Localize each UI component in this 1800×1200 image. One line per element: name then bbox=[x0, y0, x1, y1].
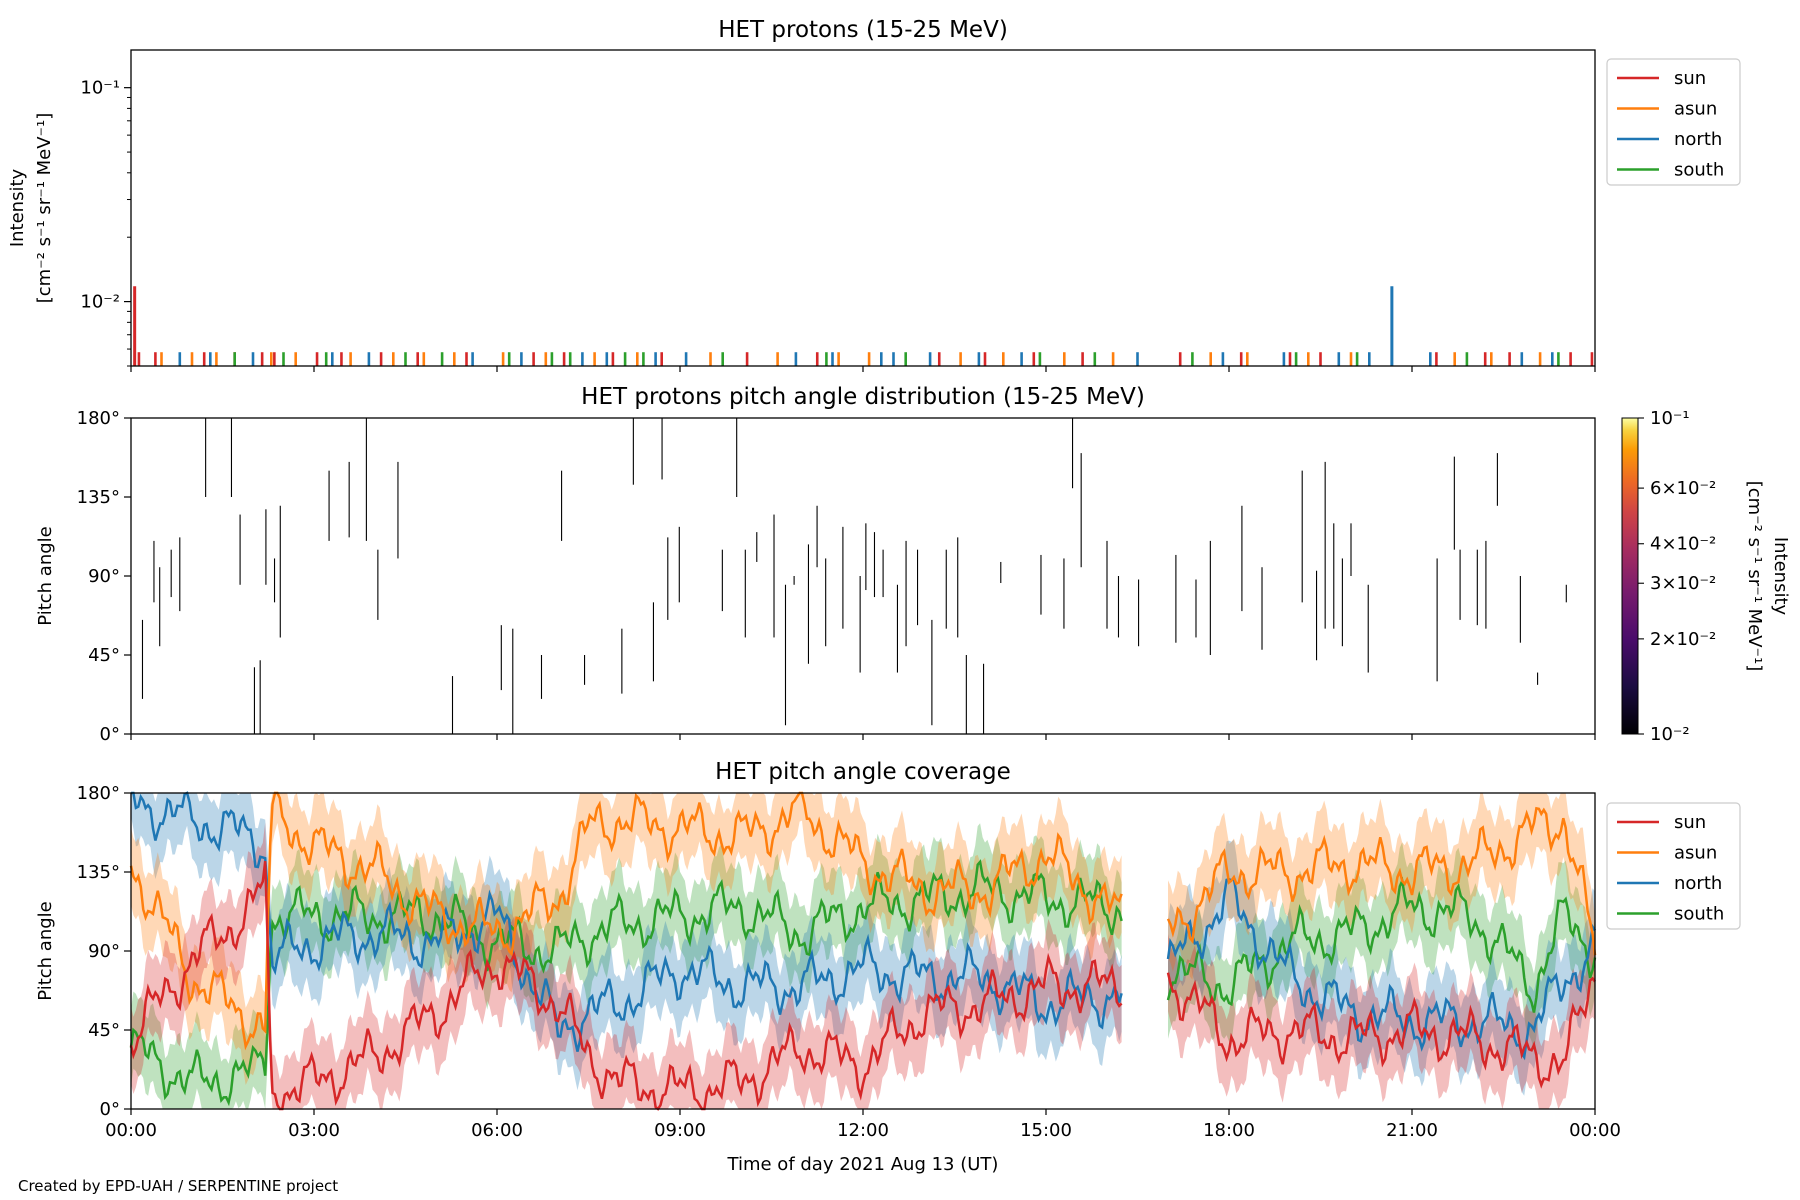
legend-label-asun: asun bbox=[1674, 843, 1717, 864]
y-tick-label: 135° bbox=[77, 862, 120, 883]
panel2-frame bbox=[130, 417, 1596, 735]
coverage-band-sun bbox=[1168, 934, 1595, 1109]
coverage-band-north bbox=[131, 793, 1122, 1091]
coverage-line-north bbox=[131, 791, 1123, 1052]
legend-label-asun: asun bbox=[1674, 99, 1717, 120]
x-tick-label: 21:00 bbox=[1386, 1120, 1438, 1141]
panel3-bands bbox=[131, 793, 1595, 1109]
legend-label-north: north bbox=[1674, 873, 1722, 894]
coverage-band-asun bbox=[131, 793, 1122, 1085]
panel1-bars bbox=[133, 286, 1594, 366]
coverage-line-sun bbox=[129, 861, 1123, 1111]
y-tick-label: 180° bbox=[77, 408, 120, 429]
legend-label-sun: sun bbox=[1674, 68, 1706, 89]
y-tick-label: 45° bbox=[88, 1020, 120, 1041]
colorbar-tick-label: 6×10⁻² bbox=[1650, 478, 1716, 499]
legend-label-south: south bbox=[1674, 160, 1724, 181]
panel1-ylabel-line2: [cm⁻² s⁻¹ sr⁻¹ MeV⁻¹] bbox=[34, 113, 55, 304]
coverage-line-sun bbox=[1166, 972, 1596, 1089]
y-tick-label: 0° bbox=[100, 724, 120, 745]
y-tick-label: 10⁻¹ bbox=[80, 78, 120, 99]
colorbar-tick-label: 10⁻² bbox=[1650, 724, 1690, 745]
panel1-legend: sun asun north south bbox=[1606, 58, 1741, 186]
panel3-title: HET pitch angle coverage bbox=[715, 759, 1011, 785]
coverage-line-south bbox=[1166, 876, 1597, 1013]
x-tick-label: 09:00 bbox=[654, 1120, 706, 1141]
x-tick-label: 06:00 bbox=[471, 1120, 523, 1141]
panel3-ylabel: Pitch angle bbox=[35, 901, 56, 1000]
y-tick-label: 45° bbox=[88, 645, 120, 666]
legend-box bbox=[1606, 58, 1741, 186]
panel3-legend: sun asun north south bbox=[1606, 802, 1741, 930]
legend-label-sun: sun bbox=[1674, 812, 1706, 833]
panel1-frame bbox=[130, 49, 1596, 367]
panel3-ticks: 0° 45° 90° 135° 180° 00:00 03:00 06:00 09:00 12:0… bbox=[77, 783, 1621, 1141]
panel1-ylabel-line1: Intensity bbox=[7, 168, 28, 247]
y-tick-label: 10⁻² bbox=[80, 292, 120, 313]
colorbar-label: Intensity bbox=[1770, 537, 1791, 616]
coverage-line-asun bbox=[1166, 806, 1597, 956]
colorbar-ticks: 10⁻¹ 6×10⁻² 4×10⁻² 3×10⁻² 2×10⁻² 10⁻² bbox=[1638, 408, 1716, 745]
colorbar bbox=[1621, 417, 1639, 735]
legend-box bbox=[1606, 802, 1741, 930]
colorbar-tick-label: 4×10⁻² bbox=[1650, 534, 1716, 555]
coverage-line-south bbox=[129, 859, 1123, 1107]
colorbar-units: [cm⁻² s⁻¹ sr⁻¹ MeV⁻¹] bbox=[1744, 481, 1765, 672]
panel-pitch-angle-coverage: HET pitch angle coverage 0° 45° 90° 135° 180… bbox=[35, 759, 1741, 1175]
footer-credit: Created by EPD-UAH / SERPENTINE project bbox=[18, 1177, 338, 1195]
panel2-title: HET protons pitch angle distribution (15… bbox=[581, 384, 1145, 410]
y-tick-label: 180° bbox=[77, 783, 120, 804]
colorbar-tick-label: 10⁻¹ bbox=[1650, 408, 1690, 429]
coverage-line-north bbox=[1166, 876, 1597, 1061]
panel-pitch-angle-distribution: HET protons pitch angle distribution (15… bbox=[35, 384, 1791, 745]
coverage-band-north bbox=[1168, 839, 1595, 1096]
coverage-line-asun bbox=[129, 791, 1123, 1051]
legend-label-north: north bbox=[1674, 129, 1722, 150]
coverage-band-asun bbox=[1168, 793, 1595, 994]
x-tick-label: 18:00 bbox=[1203, 1120, 1255, 1141]
legend-label-south: south bbox=[1674, 904, 1724, 925]
panel1-title: HET protons (15-25 MeV) bbox=[718, 17, 1008, 43]
coverage-band-south bbox=[1168, 842, 1595, 1052]
x-tick-label: 15:00 bbox=[1020, 1120, 1072, 1141]
colorbar-tick-label: 2×10⁻² bbox=[1650, 629, 1716, 650]
panel3-frame bbox=[130, 792, 1596, 1110]
x-tick-label: 03:00 bbox=[288, 1120, 340, 1141]
x-axis-label: Time of day 2021 Aug 13 (UT) bbox=[727, 1154, 999, 1175]
panel2-segments bbox=[141, 418, 1567, 734]
panel2-ticks: 0° 45° 90° 135° 180° bbox=[77, 408, 1596, 745]
panel3-lines bbox=[129, 791, 1597, 1111]
x-tick-label: 00:00 bbox=[1569, 1120, 1621, 1141]
panel2-ylabel: Pitch angle bbox=[35, 526, 56, 625]
panel-intensity: HET protons (15-25 MeV) 10⁻¹ 10⁻² Intensi… bbox=[7, 17, 1741, 372]
x-tick-label: 12:00 bbox=[837, 1120, 889, 1141]
y-tick-label: 90° bbox=[88, 941, 120, 962]
coverage-band-sun bbox=[131, 822, 1122, 1109]
y-tick-label: 0° bbox=[100, 1099, 120, 1120]
colorbar-tick-label: 3×10⁻² bbox=[1650, 573, 1716, 594]
y-tick-label: 90° bbox=[88, 566, 120, 587]
panel1-ticks: 10⁻¹ 10⁻² bbox=[80, 78, 1596, 372]
x-tick-label: 00:00 bbox=[105, 1120, 157, 1141]
y-tick-label: 135° bbox=[77, 487, 120, 508]
